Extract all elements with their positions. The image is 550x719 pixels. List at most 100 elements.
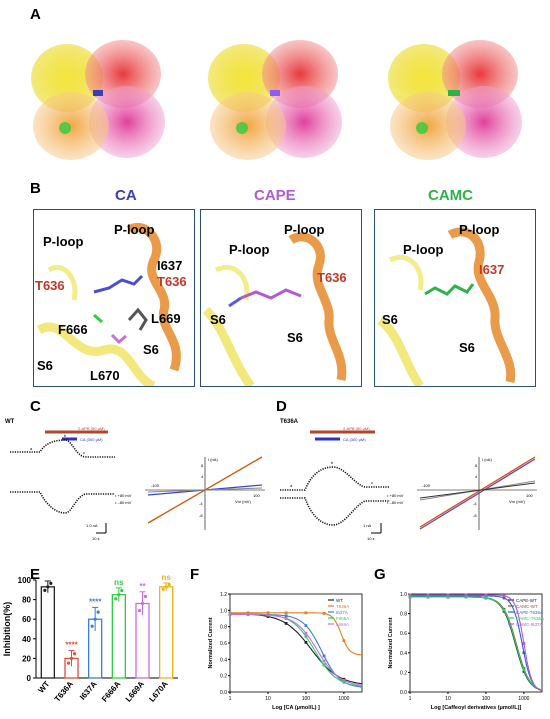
label-l670: L670 bbox=[90, 368, 120, 383]
data-point bbox=[484, 593, 488, 597]
label-l669: L669 bbox=[151, 311, 181, 326]
y-tick-label: 100 bbox=[18, 576, 32, 585]
data-point bbox=[322, 663, 326, 667]
binding-site-ca: P-loop P-loop I637 T636 T636 F666 L669 S… bbox=[33, 209, 195, 387]
bar-wt bbox=[40, 586, 55, 679]
panel-letter-b: B bbox=[30, 180, 41, 197]
y-tick-label: 0.4 bbox=[220, 657, 227, 663]
data-point bbox=[304, 640, 308, 644]
svg-text:b: b bbox=[331, 460, 334, 465]
data-point bbox=[66, 661, 71, 665]
y-tick-label: 0.8 bbox=[220, 625, 227, 631]
x-tick-label: WT bbox=[36, 679, 51, 694]
label-t636-left: T636 bbox=[35, 278, 65, 293]
svg-text:2-APB (50 μM): 2-APB (50 μM) bbox=[343, 426, 370, 431]
data-point bbox=[342, 680, 346, 684]
svg-text:• –80 mV: • –80 mV bbox=[387, 500, 404, 505]
data-point bbox=[342, 639, 346, 643]
label-t636: T636 bbox=[317, 270, 347, 285]
y-tick-label: 0 bbox=[27, 674, 32, 683]
data-point bbox=[246, 613, 250, 616]
y-tick-label: 0.0 bbox=[220, 690, 227, 696]
data-point bbox=[502, 596, 506, 600]
x-axis-label: Log [CA (μmol/L) ] bbox=[272, 705, 320, 711]
label-ploop-1: P-loop bbox=[403, 242, 444, 257]
binding-site-camc-art bbox=[377, 227, 516, 386]
binding-site-cape: P-loop P-loop T636 S6 S6 bbox=[200, 209, 362, 387]
binding-site-camc: P-loop P-loop I637 S6 S6 bbox=[374, 209, 536, 387]
data-point bbox=[322, 659, 326, 663]
plot-frame bbox=[409, 593, 543, 693]
panel-letter-a: A bbox=[30, 6, 41, 23]
x-tick-label: 1000 bbox=[518, 696, 529, 702]
data-point bbox=[522, 642, 526, 645]
legend-entry: WT bbox=[336, 598, 343, 603]
significance-label: **** bbox=[89, 597, 102, 606]
data-point bbox=[137, 608, 142, 613]
data-point bbox=[446, 593, 450, 597]
data-point bbox=[304, 624, 308, 627]
x-tick-label: T636A bbox=[53, 679, 75, 703]
y-tick-label: 0.4 bbox=[400, 651, 407, 657]
significance-label: ns bbox=[114, 578, 124, 587]
svg-text:-4: -4 bbox=[199, 501, 203, 506]
label-s6-right: S6 bbox=[459, 340, 475, 355]
panel-d-recording: T636A 2-APB (50 μM) CA (300 μM) a b c • … bbox=[280, 419, 537, 541]
svg-text:I (nA): I (nA) bbox=[482, 457, 492, 462]
data-point bbox=[228, 613, 232, 616]
significance-label: **** bbox=[65, 641, 78, 650]
panel-e-bar-chart: 020406080100Inhibition(%)WT****T636A****… bbox=[2, 573, 178, 704]
label-ploop-1: P-loop bbox=[229, 242, 270, 257]
label-s6-right: S6 bbox=[143, 342, 159, 357]
data-point bbox=[464, 595, 468, 599]
ligand-title-camc: CAMC bbox=[428, 187, 473, 204]
y-tick-label: 60 bbox=[22, 615, 31, 624]
x-tick-label: 1000 bbox=[338, 696, 349, 702]
fit-curve-f666a bbox=[230, 613, 363, 687]
y-tick-label: 0.8 bbox=[400, 612, 407, 618]
svg-text:8: 8 bbox=[201, 463, 204, 468]
data-point bbox=[522, 668, 526, 672]
label-s6-left: S6 bbox=[210, 312, 226, 327]
svg-text:b: b bbox=[64, 433, 67, 438]
label-i637: I637 bbox=[157, 258, 183, 273]
legend-entry: CAPE-T636A bbox=[516, 610, 543, 615]
fit-curve-cape-t636a bbox=[410, 595, 543, 692]
panel-c-recording: WT 2-APB (50 μM) CA (300 μM) a b c • +80… bbox=[5, 419, 265, 541]
legend-entry: I637A bbox=[336, 610, 348, 615]
data-point bbox=[304, 631, 308, 635]
fit-curve-camc-i637a bbox=[410, 594, 543, 692]
data-point bbox=[322, 612, 326, 615]
tag-t636a: T636A bbox=[280, 419, 299, 425]
bar-2apb-label: 2-APB (50 μM) bbox=[78, 426, 105, 431]
data-point bbox=[502, 608, 506, 612]
data-point bbox=[484, 596, 488, 600]
y-tick-label: 0.2 bbox=[220, 674, 227, 680]
fit-curve-camc-t636a bbox=[410, 596, 543, 691]
panel-f-dose-response: 0.0 0.2 0.4 0.6 0.8 1.0 1.2 1 10 100 1000 Log [CA (… bbox=[208, 592, 363, 711]
legend-entry: CAMC-WT bbox=[516, 604, 538, 609]
data-point bbox=[266, 613, 270, 617]
x-tick-label: L670A bbox=[147, 679, 169, 703]
y-tick-label: 1.0 bbox=[220, 608, 227, 614]
data-point bbox=[43, 588, 47, 592]
bar-l670a bbox=[159, 586, 174, 679]
svg-text:c: c bbox=[83, 450, 85, 455]
y-axis-label: Normalized Current bbox=[208, 617, 214, 668]
data-point bbox=[266, 611, 270, 615]
data-point bbox=[284, 621, 288, 625]
svg-text:1 nA: 1 nA bbox=[363, 523, 372, 528]
data-point bbox=[72, 652, 77, 656]
y-tick-label: 0.6 bbox=[400, 631, 407, 637]
label-ploop-2: P-loop bbox=[459, 222, 500, 237]
data-point bbox=[284, 611, 288, 615]
svg-text:-100: -100 bbox=[422, 483, 431, 488]
data-point bbox=[164, 585, 168, 589]
svg-text:I (nA): I (nA) bbox=[208, 457, 218, 462]
data-point bbox=[114, 597, 118, 601]
bar-f666a bbox=[111, 594, 126, 679]
y-tick-label: 1.0 bbox=[400, 592, 407, 598]
data-point bbox=[143, 594, 148, 599]
iv-plot-d: I (nA) Vm (mV) -100 100 8 4 -4 -8 bbox=[417, 456, 537, 530]
svg-text:4: 4 bbox=[201, 474, 204, 479]
